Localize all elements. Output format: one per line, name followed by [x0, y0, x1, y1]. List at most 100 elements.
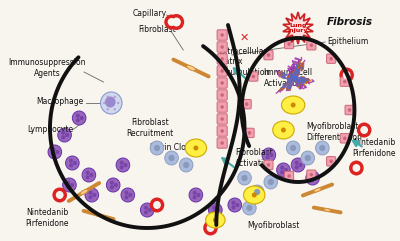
Circle shape	[267, 163, 270, 167]
FancyBboxPatch shape	[217, 66, 227, 76]
FancyBboxPatch shape	[217, 102, 227, 112]
Circle shape	[208, 203, 222, 217]
Circle shape	[313, 176, 317, 180]
Ellipse shape	[80, 189, 88, 195]
FancyBboxPatch shape	[217, 126, 227, 136]
Circle shape	[86, 175, 90, 179]
FancyBboxPatch shape	[264, 50, 273, 60]
Ellipse shape	[186, 65, 196, 71]
Circle shape	[266, 151, 270, 155]
FancyBboxPatch shape	[242, 100, 251, 109]
Text: Capillary: Capillary	[133, 8, 167, 18]
Circle shape	[69, 163, 73, 167]
FancyBboxPatch shape	[284, 39, 294, 49]
Circle shape	[105, 96, 116, 107]
Circle shape	[267, 53, 270, 57]
Circle shape	[298, 163, 303, 167]
Circle shape	[339, 67, 354, 82]
Circle shape	[48, 145, 62, 159]
Circle shape	[252, 75, 255, 78]
Circle shape	[242, 175, 248, 181]
Circle shape	[280, 170, 284, 174]
Circle shape	[216, 208, 220, 212]
Circle shape	[206, 224, 214, 232]
Circle shape	[349, 161, 364, 175]
Circle shape	[66, 156, 79, 170]
Circle shape	[154, 145, 160, 151]
Text: Fibroblast
Recruitment: Fibroblast Recruitment	[126, 118, 174, 138]
Ellipse shape	[244, 186, 265, 204]
Circle shape	[250, 185, 264, 199]
Ellipse shape	[273, 121, 294, 139]
Circle shape	[189, 188, 203, 202]
Circle shape	[245, 102, 248, 106]
Text: ✕: ✕	[240, 33, 249, 43]
Circle shape	[66, 181, 70, 185]
Circle shape	[56, 191, 64, 199]
Ellipse shape	[185, 139, 206, 157]
Circle shape	[330, 57, 333, 60]
Circle shape	[228, 198, 242, 212]
FancyBboxPatch shape	[217, 78, 227, 88]
Circle shape	[220, 117, 224, 121]
Circle shape	[110, 185, 114, 189]
Circle shape	[52, 152, 56, 156]
Circle shape	[281, 127, 286, 133]
Circle shape	[72, 111, 86, 125]
Circle shape	[124, 191, 128, 195]
Circle shape	[252, 193, 257, 198]
Circle shape	[150, 141, 164, 155]
Circle shape	[291, 102, 296, 107]
Polygon shape	[283, 12, 313, 44]
Circle shape	[266, 155, 270, 159]
FancyBboxPatch shape	[307, 170, 316, 179]
Circle shape	[220, 141, 224, 145]
Circle shape	[220, 69, 224, 73]
Circle shape	[220, 81, 224, 85]
Circle shape	[88, 195, 92, 199]
Circle shape	[343, 136, 346, 140]
Circle shape	[220, 57, 224, 61]
FancyBboxPatch shape	[326, 157, 336, 166]
Circle shape	[290, 145, 296, 151]
Circle shape	[220, 129, 224, 133]
Circle shape	[287, 42, 291, 46]
Circle shape	[144, 206, 148, 210]
Circle shape	[114, 183, 118, 187]
Ellipse shape	[206, 212, 225, 228]
Circle shape	[277, 163, 290, 177]
Circle shape	[85, 188, 99, 202]
Circle shape	[306, 171, 320, 185]
Circle shape	[262, 148, 276, 162]
Circle shape	[232, 201, 236, 205]
Circle shape	[63, 178, 76, 192]
FancyBboxPatch shape	[326, 54, 336, 63]
Circle shape	[106, 178, 120, 192]
Circle shape	[144, 210, 148, 214]
Text: Fibroblast: Fibroblast	[138, 26, 176, 34]
Circle shape	[220, 45, 224, 49]
FancyBboxPatch shape	[217, 54, 227, 64]
Circle shape	[116, 158, 130, 172]
Circle shape	[110, 181, 114, 185]
Circle shape	[220, 105, 224, 109]
Circle shape	[70, 183, 74, 187]
Circle shape	[309, 178, 313, 182]
Circle shape	[88, 191, 92, 195]
Circle shape	[194, 146, 198, 150]
Circle shape	[196, 193, 200, 197]
Circle shape	[103, 102, 106, 104]
Circle shape	[280, 166, 284, 170]
Circle shape	[305, 155, 311, 161]
Text: Fibroblast
Activation: Fibroblast Activation	[235, 148, 274, 168]
Circle shape	[121, 188, 135, 202]
FancyBboxPatch shape	[249, 72, 258, 81]
Text: Macrophage: Macrophage	[36, 98, 83, 107]
FancyBboxPatch shape	[217, 90, 227, 100]
Circle shape	[309, 174, 313, 178]
Ellipse shape	[95, 213, 102, 217]
Circle shape	[310, 173, 313, 176]
Circle shape	[76, 118, 80, 122]
Circle shape	[179, 158, 193, 172]
Text: Lung
injury: Lung injury	[288, 23, 308, 33]
